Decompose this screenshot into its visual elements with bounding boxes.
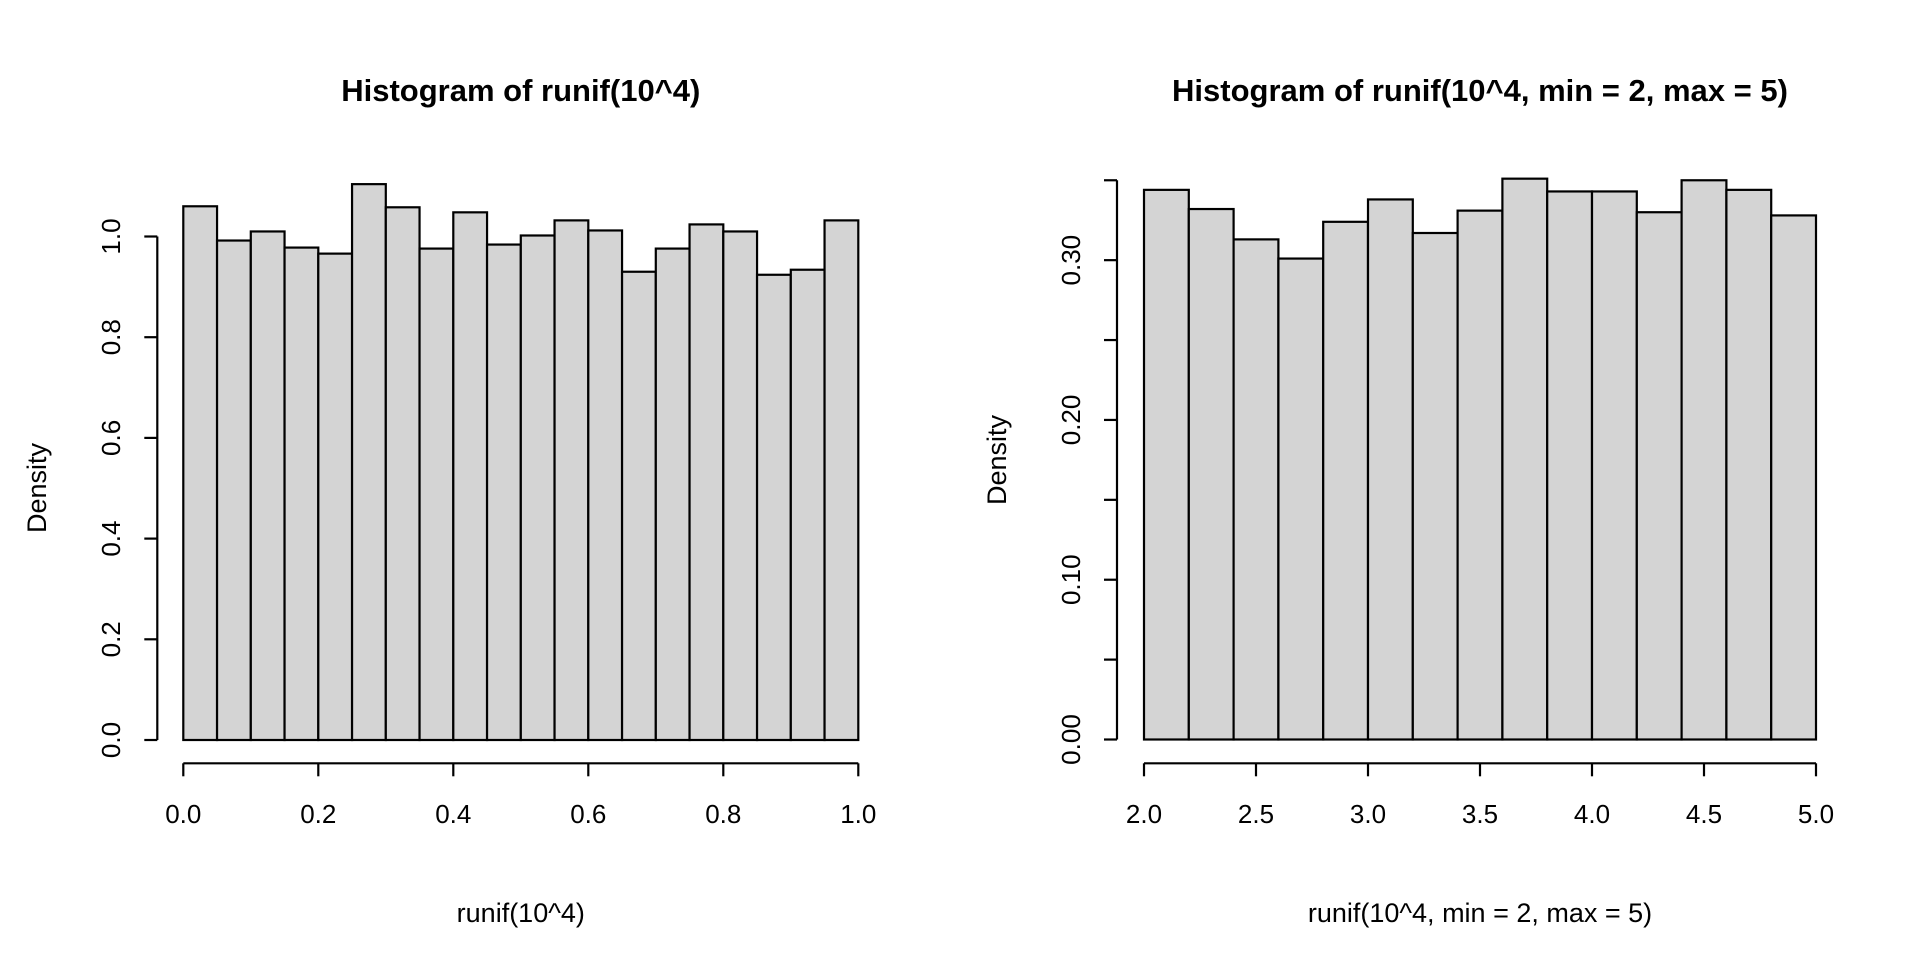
y-tick-label: 1.0 <box>96 218 126 254</box>
histogram-bar <box>1680 179 1728 741</box>
histogram-bar <box>823 219 860 742</box>
histogram-bar <box>182 205 219 742</box>
histogram-bar <box>215 239 252 742</box>
histogram-bar <box>1770 214 1818 741</box>
histogram-left-canvas: 0.0 0.2 0.4 0.6 0.8 1.0 0.0 0.2 0.4 0.6 0.8 1.0 His… <box>22 73 876 928</box>
bars-group <box>182 183 860 742</box>
histogram-bar <box>654 247 691 742</box>
histogram-bar <box>1456 209 1504 741</box>
x-tick-label: 1.0 <box>840 799 876 829</box>
y-axis-label: Density <box>22 442 52 533</box>
histogram-bar <box>452 211 489 742</box>
x-tick-label: 3.0 <box>1350 799 1386 829</box>
histogram-bar <box>350 183 387 742</box>
histogram-bar <box>283 246 320 742</box>
histogram-bar <box>1232 238 1280 741</box>
histogram-bar <box>1501 177 1549 741</box>
y-tick-label: 0.4 <box>96 521 126 557</box>
chart-title: Histogram of runif(10^4, min = 2, max = … <box>1172 73 1788 108</box>
x-tick-label: 3.5 <box>1462 799 1498 829</box>
y-tick-label: 0.30 <box>1056 235 1086 286</box>
bars-group <box>1142 177 1818 741</box>
histogram-bar <box>1142 188 1190 741</box>
x-tick-label: 0.8 <box>705 799 741 829</box>
x-tick-label: 5.0 <box>1798 799 1834 829</box>
histogram-bar <box>1187 207 1235 741</box>
x-tick-label: 2.5 <box>1238 799 1274 829</box>
histogram-bar <box>1546 190 1594 741</box>
x-tick-label: 4.0 <box>1574 799 1610 829</box>
histogram-right-canvas: 0.00 0.10 0.20 0.30 2.0 2.5 3.0 3.5 4.0 4.5 5.0 Hi… <box>982 73 1834 928</box>
histogram-bar <box>1322 220 1370 741</box>
x-axis-label: runif(10^4) <box>457 898 585 928</box>
x-axis-label: runif(10^4, min = 2, max = 5) <box>1308 898 1652 928</box>
histogram-bar <box>384 206 421 742</box>
histogram-bar <box>1725 188 1773 741</box>
chart-title: Histogram of runif(10^4) <box>341 73 700 108</box>
histogram-bar <box>587 229 624 742</box>
x-tick-label: 0.0 <box>165 799 201 829</box>
axes-group: 0.00 0.10 0.20 0.30 2.0 2.5 3.0 3.5 4.0 4.5 5.0 <box>1056 179 1834 829</box>
y-tick-label: 0.2 <box>96 621 126 657</box>
histogram-bar <box>519 234 556 742</box>
histogram-bar <box>789 268 826 742</box>
histogram-bar <box>1635 211 1683 741</box>
y-tick-label: 0.0 <box>96 722 126 758</box>
x-tick-label: 0.4 <box>435 799 471 829</box>
histogram-panel-left: 0.0 0.2 0.4 0.6 0.8 1.0 0.0 0.2 0.4 0.6 0.8 1.0 His… <box>22 73 876 928</box>
x-tick-label: 0.6 <box>570 799 606 829</box>
histogram-bar <box>317 252 354 742</box>
y-axis-label: Density <box>982 414 1012 505</box>
histogram-bar <box>1366 198 1414 741</box>
histogram-bar <box>1277 257 1325 741</box>
histogram-bar <box>688 223 725 742</box>
axes-group: 0.0 0.2 0.4 0.6 0.8 1.0 0.0 0.2 0.4 0.6 0.8 1.0 <box>96 218 876 829</box>
histogram-bar <box>553 219 590 742</box>
y-tick-label: 0.10 <box>1056 554 1086 605</box>
x-tick-label: 0.2 <box>300 799 336 829</box>
histogram-bar <box>1411 231 1459 741</box>
histogram-bar <box>1590 190 1638 741</box>
histogram-bar <box>418 247 455 742</box>
y-tick-label: 0.8 <box>96 319 126 355</box>
y-tick-label: 0.00 <box>1056 714 1086 765</box>
x-tick-label: 4.5 <box>1686 799 1722 829</box>
histogram-bar <box>249 230 286 742</box>
histogram-bar <box>620 270 657 742</box>
histogram-bar <box>755 273 792 742</box>
y-tick-label: 0.20 <box>1056 395 1086 446</box>
y-tick-label: 0.6 <box>96 420 126 456</box>
histogram-panel-right: 0.00 0.10 0.20 0.30 2.0 2.5 3.0 3.5 4.0 4.5 5.0 Hi… <box>960 0 1920 960</box>
histogram-bar <box>485 243 522 742</box>
x-tick-label: 2.0 <box>1126 799 1162 829</box>
histogram-bar <box>722 230 759 742</box>
